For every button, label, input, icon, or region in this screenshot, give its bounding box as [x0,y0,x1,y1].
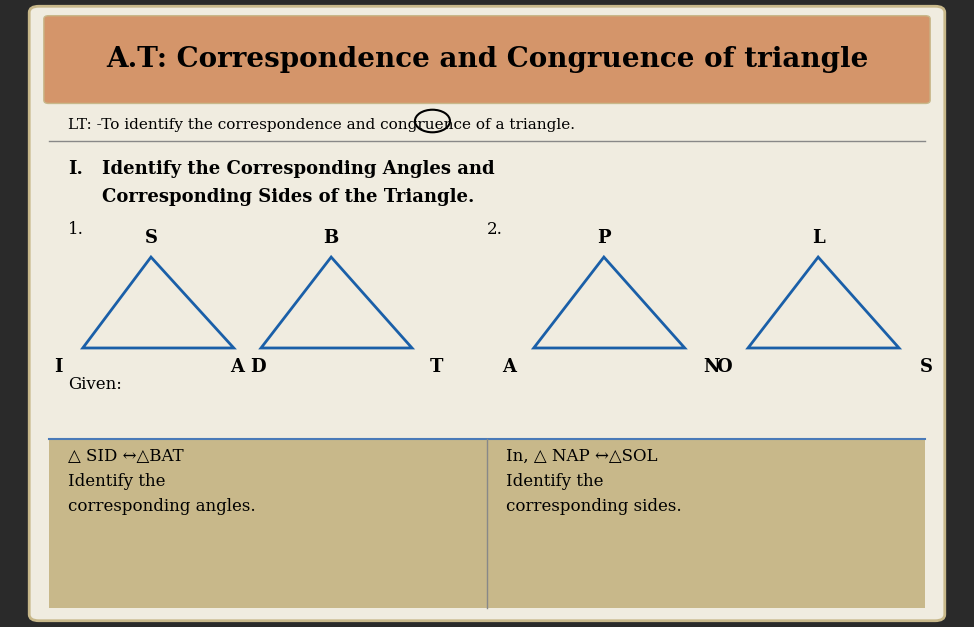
FancyBboxPatch shape [29,6,945,621]
Text: A: A [230,358,244,376]
Text: T: T [430,358,443,376]
Text: △ SID ↔△BAT
Identify the
corresponding angles.: △ SID ↔△BAT Identify the corresponding a… [68,448,256,515]
Text: Corresponding Sides of the Triangle.: Corresponding Sides of the Triangle. [102,188,474,206]
Text: S: S [919,358,933,376]
FancyBboxPatch shape [44,16,930,103]
Text: I.: I. [68,160,83,178]
Text: Given:: Given: [68,376,122,393]
Text: A: A [503,358,516,376]
Text: N: N [704,358,720,376]
Text: 1.: 1. [68,221,84,238]
Text: 2.: 2. [487,221,503,238]
Text: Identify the Corresponding Angles and: Identify the Corresponding Angles and [102,160,495,178]
Text: A.T: Correspondence and Congruence of triangle: A.T: Correspondence and Congruence of tr… [106,46,868,73]
Text: B: B [323,229,339,247]
Text: L: L [811,229,825,247]
Text: I: I [55,358,62,376]
Text: S: S [144,229,158,247]
Text: In, △ NAP ↔△SOL
Identify the
corresponding sides.: In, △ NAP ↔△SOL Identify the correspondi… [506,448,682,515]
Text: D: D [250,358,266,376]
FancyBboxPatch shape [49,439,925,608]
Text: LT: -To identify the correspondence and congruence of a triangle.: LT: -To identify the correspondence and … [68,119,576,132]
Text: P: P [597,229,611,247]
Text: O: O [716,358,731,376]
